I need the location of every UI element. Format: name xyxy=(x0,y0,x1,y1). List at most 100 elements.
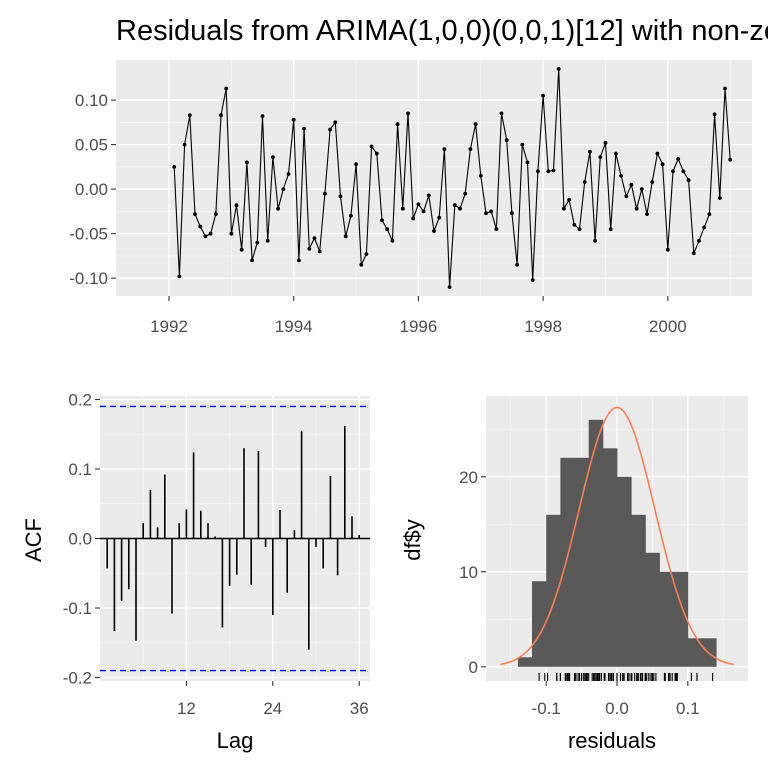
residual-point xyxy=(478,173,483,178)
residual-point xyxy=(707,212,712,217)
residual-y-tick-label: 0.00 xyxy=(75,180,108,199)
residual-x-tick-label: 1994 xyxy=(275,317,313,336)
residual-point xyxy=(525,160,530,165)
residual-point xyxy=(432,229,436,233)
histogram-bar xyxy=(687,638,703,667)
acf-y-tick-label: 0.2 xyxy=(68,390,92,409)
residual-point xyxy=(317,249,322,254)
residual-point xyxy=(359,262,364,267)
residual-point xyxy=(572,222,577,227)
residual-point xyxy=(541,93,545,98)
residual-point xyxy=(504,138,509,143)
residual-point xyxy=(276,206,280,211)
histogram-rug xyxy=(538,673,714,681)
residual-point xyxy=(354,162,358,167)
residual-point xyxy=(265,238,270,243)
residual-point xyxy=(499,111,504,116)
residual-point xyxy=(349,213,353,218)
residual-point xyxy=(343,234,348,239)
residual-point xyxy=(639,187,644,192)
histogram-bar xyxy=(532,581,547,667)
residual-point xyxy=(463,191,468,196)
residual-point xyxy=(458,206,462,211)
residual-x-tick-label: 2000 xyxy=(649,317,687,336)
histogram-bars xyxy=(517,419,717,667)
residual-point xyxy=(686,178,691,183)
residual-point xyxy=(624,194,629,199)
residual-point xyxy=(691,251,696,256)
residual-point xyxy=(333,120,338,125)
residual-x-tick-label: 1996 xyxy=(399,317,437,336)
residual-point xyxy=(239,247,244,252)
residual-point xyxy=(473,122,478,126)
residual-point xyxy=(582,180,587,184)
residual-point xyxy=(676,157,681,161)
residual-point xyxy=(728,157,733,162)
residual-y-tick-label: 0.05 xyxy=(75,136,108,155)
residual-panel-background xyxy=(116,60,752,296)
residual-point xyxy=(723,86,727,91)
residual-axis-ticks: -0.10 -0.05 0.00 0.05 0.10 1992 1994 1996 1998 20… xyxy=(69,91,686,336)
histogram-y-tick-label: 20 xyxy=(459,468,478,487)
acf-x-tick-label: 36 xyxy=(350,699,369,718)
residual-point xyxy=(619,173,623,178)
residual-point xyxy=(229,231,234,236)
residual-point xyxy=(629,182,634,187)
residual-point xyxy=(208,231,213,236)
residual-y-tick-label: -0.05 xyxy=(69,225,108,244)
residual-point xyxy=(234,203,239,208)
residual-point xyxy=(556,67,561,71)
residual-point xyxy=(489,209,494,214)
residual-point xyxy=(494,227,499,232)
acf-y-tick-label: 0.1 xyxy=(68,460,92,479)
residual-x-tick-label: 1998 xyxy=(524,317,562,336)
residual-point xyxy=(338,194,343,199)
residual-point xyxy=(437,215,442,220)
residual-point xyxy=(593,238,597,243)
residual-point xyxy=(281,187,286,192)
residual-point xyxy=(530,278,535,282)
acf-x-tick-label: 24 xyxy=(263,699,282,718)
residual-point xyxy=(645,212,649,217)
residual-point xyxy=(717,196,722,200)
acf-bars xyxy=(100,405,370,672)
residual-point xyxy=(291,117,296,122)
residual-y-tick-label: -0.10 xyxy=(69,269,108,288)
histogram-x-tick-label: 0.1 xyxy=(676,699,700,718)
residual-point xyxy=(177,274,182,279)
acf-axis-ticks: -0.2 -0.1 0.0 0.1 0.2 12 24 36 xyxy=(63,390,369,718)
residual-point xyxy=(562,206,566,211)
residual-point xyxy=(213,212,218,217)
residual-point xyxy=(364,252,369,256)
residual-point xyxy=(302,126,306,131)
histogram-bar xyxy=(588,419,604,667)
histogram-bar xyxy=(546,514,561,667)
residual-point xyxy=(426,193,431,198)
residual-point xyxy=(198,224,203,229)
density-curve-line xyxy=(500,406,734,666)
residual-point xyxy=(400,206,405,211)
residual-point xyxy=(416,202,421,207)
acf-x-axis-title: Lag xyxy=(217,728,254,753)
residual-point xyxy=(665,247,670,252)
residual-point xyxy=(671,169,675,174)
residual-point xyxy=(577,227,582,232)
residual-point xyxy=(172,165,177,169)
acf-x-tick-label: 12 xyxy=(177,699,196,718)
histogram-y-axis-title: df$y xyxy=(400,519,425,561)
residual-point xyxy=(551,168,556,173)
residual-point xyxy=(328,127,332,132)
histogram-bar xyxy=(659,571,675,667)
residual-y-tick-label: 0.10 xyxy=(75,91,108,110)
histogram-bar xyxy=(631,514,646,667)
histogram-bar xyxy=(645,552,660,667)
acf-y-tick-label: -0.2 xyxy=(63,669,92,688)
histogram-axis-ticks: 0 10 20 -0.1 0.0 0.1 xyxy=(459,468,700,718)
residual-point xyxy=(245,160,249,165)
residual-point xyxy=(260,114,265,118)
residual-point xyxy=(406,111,410,116)
residual-point xyxy=(187,113,192,118)
residual-point xyxy=(442,147,447,152)
histogram-panel: 0 10 20 -0.1 0.0 0.1 residuals df$y xyxy=(400,396,748,753)
residual-point xyxy=(286,172,291,176)
